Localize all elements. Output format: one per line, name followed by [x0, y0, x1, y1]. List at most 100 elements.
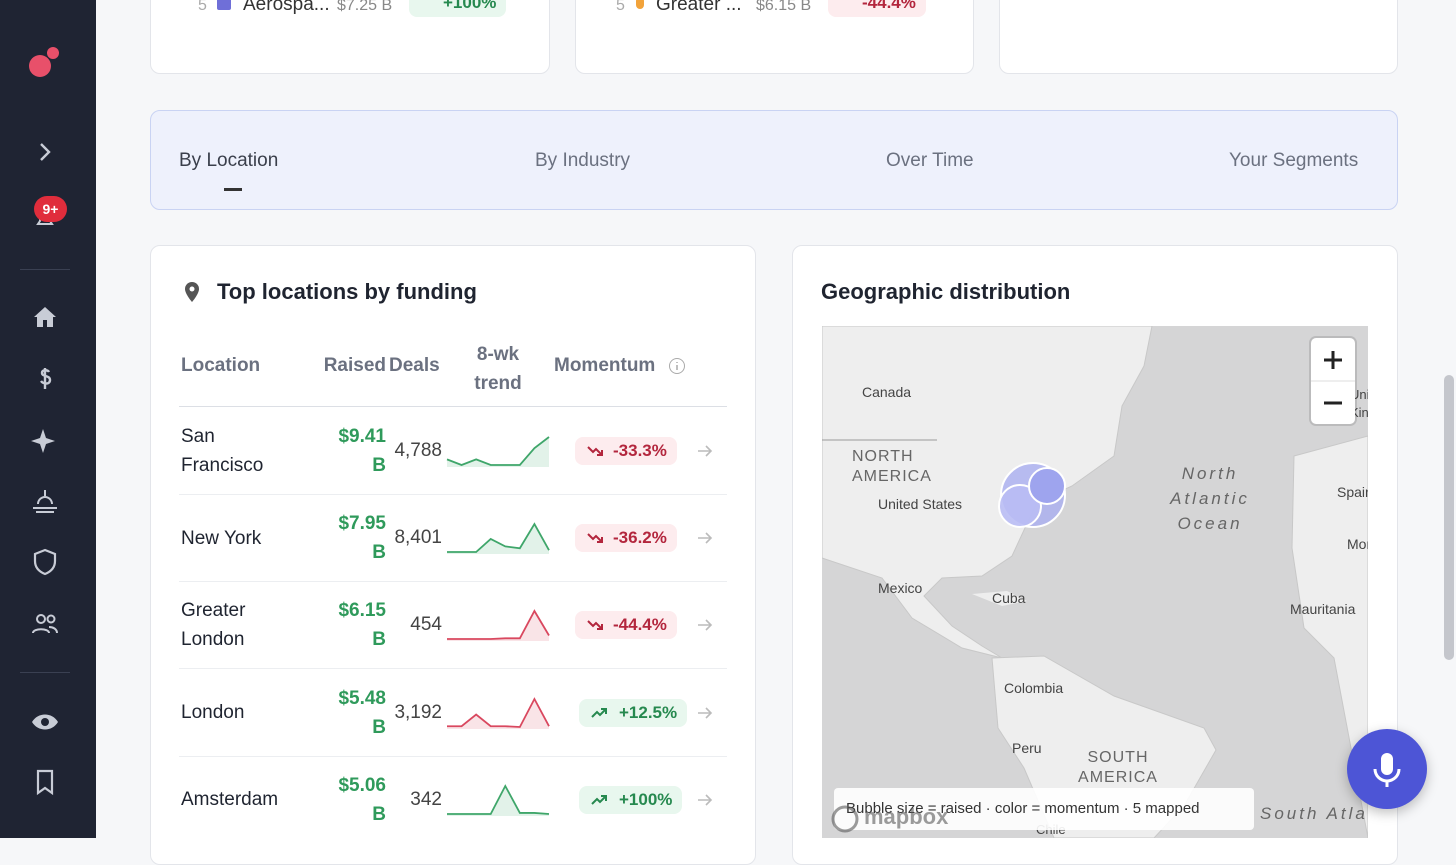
sparkline-area: [447, 524, 549, 555]
divider: [20, 672, 70, 673]
column-header: Raised: [323, 355, 386, 376]
map-label: Spain: [1337, 484, 1368, 500]
watch-icon[interactable]: [30, 707, 60, 737]
tab[interactable]: By Industry: [535, 150, 631, 171]
column-header: 8-wk trend: [474, 344, 522, 394]
card-title: Top locations by funding: [217, 279, 477, 304]
sparkline-area: [447, 437, 549, 467]
map-label: NORTH AMERICA: [852, 448, 932, 485]
notification-badge: 9+: [34, 196, 67, 222]
row-arrow[interactable]: [696, 616, 714, 634]
trend-icon: [591, 794, 607, 805]
location: Amsterdam: [181, 789, 279, 811]
mic-icon: [1373, 753, 1401, 787]
column-header: Deals: [389, 355, 440, 376]
sparkline: [447, 696, 550, 729]
trend-icon: [587, 620, 603, 631]
column-header: Location: [181, 355, 261, 376]
raised: $7.95 B: [338, 513, 386, 564]
sparkline-area: [447, 611, 549, 642]
funding-icon[interactable]: [30, 363, 60, 393]
sparkline: [446, 436, 550, 467]
zoom-buttons[interactable]: [1311, 338, 1355, 424]
arrow: [698, 619, 713, 631]
map[interactable]: Canada NORTH AMERICA United States Mexic…: [822, 326, 1368, 838]
momentum-pill: +100%: [579, 785, 683, 814]
sparkline-line: [447, 522, 550, 554]
locations-card: [150, 245, 756, 865]
row-divider: [179, 494, 727, 495]
map-label: Mexico: [878, 580, 923, 596]
sparkline: [447, 522, 550, 555]
rank: 5: [198, 0, 207, 14]
logo[interactable]: [26, 44, 66, 84]
shield-icon[interactable]: [30, 547, 60, 577]
name: Greater ...: [656, 0, 742, 15]
name: Aerospa...: [243, 0, 330, 15]
map-label: Cuba: [992, 590, 1026, 606]
deals: 3,192: [394, 701, 442, 723]
momentum: +100%: [619, 789, 673, 809]
deals: 454: [410, 614, 442, 636]
tab-bar: [150, 110, 1398, 210]
voice-button[interactable]: [1347, 729, 1427, 809]
map-attribution[interactable]: mapbox: [864, 804, 949, 829]
momentum: -44.4%: [613, 615, 667, 635]
scrollbar[interactable]: [1444, 375, 1454, 660]
sparkline-line: [446, 436, 550, 466]
change: +100%: [409, 0, 507, 17]
deals: 342: [410, 788, 442, 810]
change: -44.4%: [828, 0, 926, 17]
map-label: South Atlantic: [1260, 804, 1368, 823]
map-label: Mauritania: [1290, 601, 1356, 617]
card-title: Geographic distribution: [821, 279, 1071, 304]
tab[interactable]: Over Time: [886, 150, 974, 171]
pin-icon: [185, 282, 199, 302]
tab[interactable]: By Location: [179, 150, 279, 171]
momentum: -33.3%: [613, 441, 667, 460]
location: New York: [181, 527, 262, 549]
arrow: [698, 532, 713, 544]
trend-icon: [591, 707, 607, 718]
trends-icon[interactable]: [30, 486, 60, 516]
arrow: [698, 445, 713, 457]
people-icon[interactable]: [30, 609, 60, 639]
rank: 5: [616, 0, 625, 14]
row-arrow[interactable]: [696, 529, 714, 547]
trend-icon: [587, 533, 603, 544]
row-arrow[interactable]: [696, 442, 714, 460]
sidebar: 9+: [0, 0, 96, 838]
info-icon[interactable]: [668, 357, 686, 375]
column-header: Momentum: [554, 355, 656, 376]
raised: $6.15 B: [338, 600, 386, 651]
raised: $6.15 B: [756, 0, 812, 14]
location: London: [181, 702, 245, 724]
top-card: 5 Greater ... $6.15 B -44.4%: [575, 0, 974, 74]
momentum-pill: +12.5%: [579, 698, 688, 727]
map-label: Colombia: [1004, 680, 1064, 696]
header-divider: [179, 406, 727, 407]
trend-icon: [587, 446, 603, 456]
location-icon: [636, 0, 644, 9]
map-label: Morocco: [1347, 536, 1368, 552]
expand-icon[interactable]: [30, 137, 60, 167]
row-divider: [179, 668, 727, 670]
top-card: [999, 0, 1398, 74]
tab[interactable]: Your Segments: [1229, 150, 1359, 171]
sparkline: [447, 609, 550, 642]
home-icon[interactable]: [30, 302, 60, 332]
raised: $9.41 B: [338, 426, 386, 476]
raised: $7.25 B: [337, 0, 393, 14]
trend-arrow: [587, 620, 603, 631]
ai-icon[interactable]: [30, 425, 60, 455]
momentum-pill: -33.3%: [575, 437, 677, 465]
bookmark-icon[interactable]: [30, 767, 60, 797]
sparkline-line: [447, 696, 550, 728]
row-arrow[interactable]: [696, 791, 714, 809]
map-label: Peru: [1012, 740, 1042, 756]
active-tab-indicator: [224, 188, 242, 191]
industry-icon: [217, 0, 231, 10]
trend-arrow: [587, 446, 603, 456]
row-arrow[interactable]: [696, 704, 714, 722]
